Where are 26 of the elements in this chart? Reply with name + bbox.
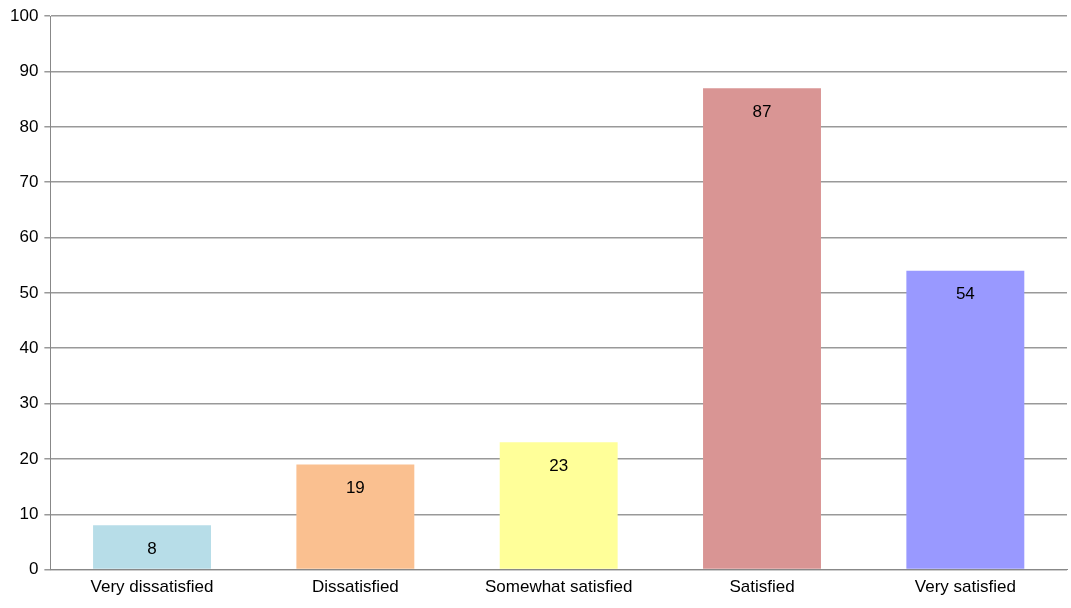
y-tick-label: 20 — [19, 448, 39, 468]
y-tick-label: 50 — [19, 282, 39, 302]
bar — [906, 270, 1025, 569]
x-tick-label: Very satisfied — [914, 577, 1016, 597]
bar — [296, 464, 415, 569]
y-tick-label: 100 — [9, 5, 39, 25]
x-tick-label: Somewhat satisfied — [484, 577, 633, 597]
y-tick-label: 40 — [19, 337, 39, 357]
data-label: 8 — [147, 539, 157, 559]
data-label: 87 — [752, 101, 772, 121]
x-tick-label: Very dissatisfied — [90, 577, 214, 597]
data-label: 23 — [549, 456, 569, 476]
x-tick-label: Satisfied — [729, 577, 795, 597]
y-tick-label: 80 — [19, 116, 39, 136]
x-tick-label: Dissatisfied — [311, 577, 399, 597]
data-label: 54 — [955, 284, 975, 304]
y-tick-label: 0 — [28, 559, 39, 579]
data-label: 19 — [345, 478, 365, 498]
bar — [703, 88, 821, 569]
y-tick-label: 70 — [19, 171, 39, 191]
y-tick-label: 60 — [19, 227, 39, 247]
bar — [93, 525, 211, 569]
y-tick-label: 30 — [19, 393, 39, 413]
y-tick-label: 90 — [19, 61, 39, 81]
bar — [499, 442, 618, 569]
y-tick-label: 10 — [19, 503, 39, 523]
